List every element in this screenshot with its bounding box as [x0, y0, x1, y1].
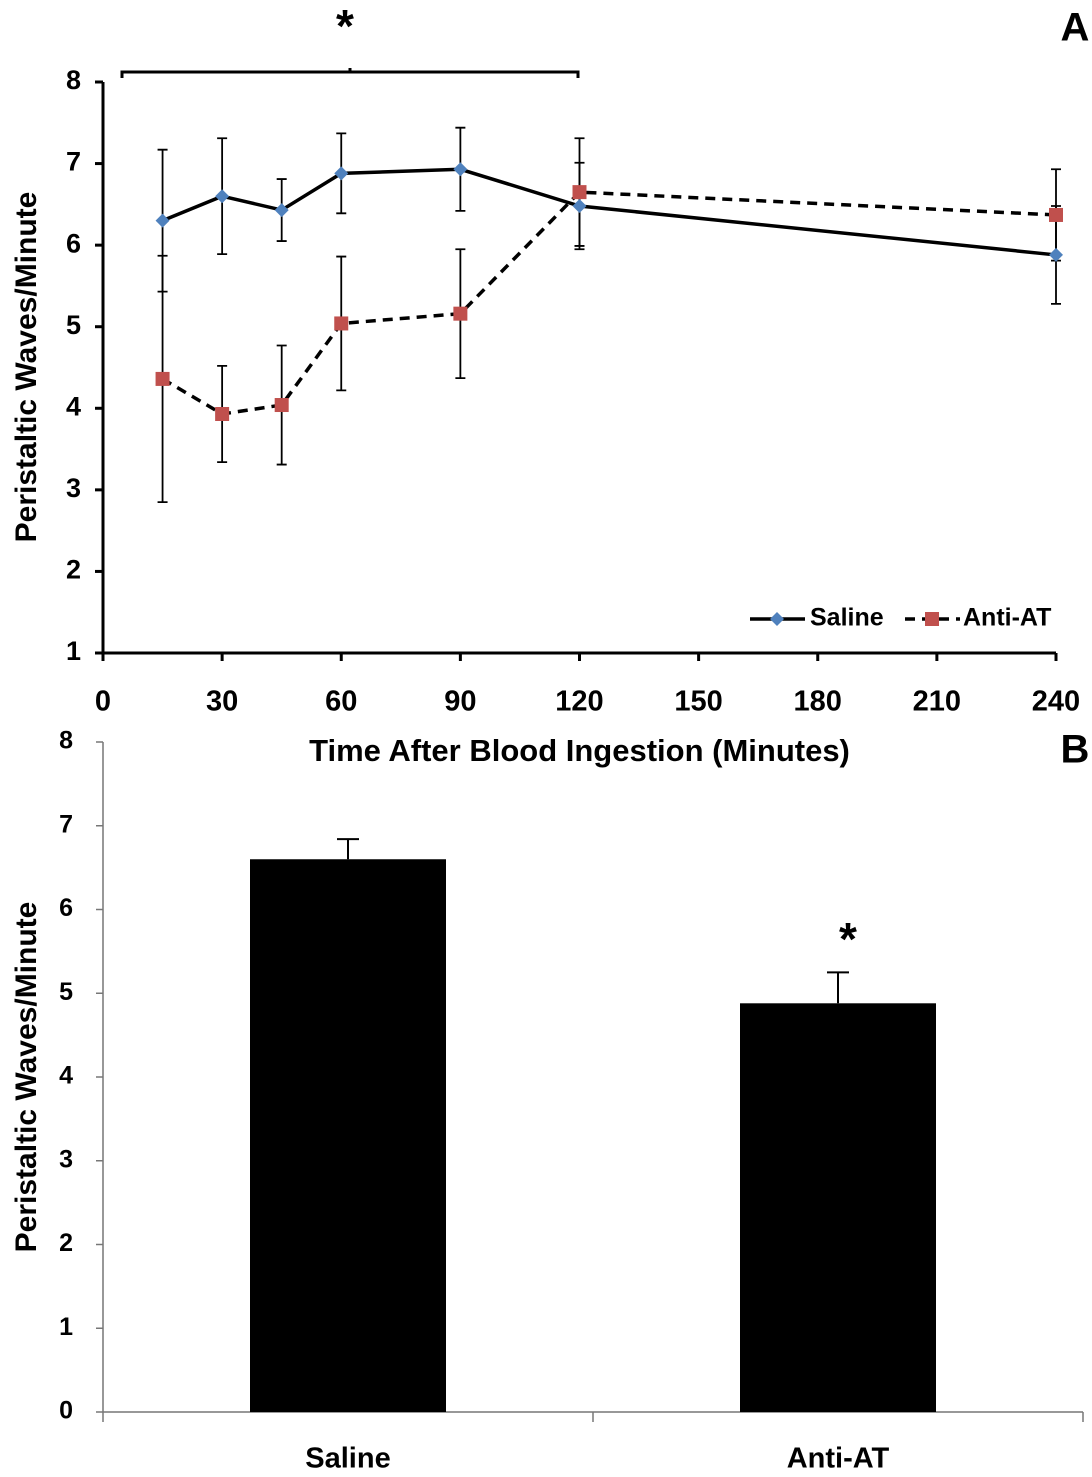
marker [274, 398, 289, 413]
marker [572, 185, 587, 200]
legend-label: Anti-AT [963, 604, 1051, 632]
marker [274, 203, 289, 218]
y-tick-label: 2 [59, 1229, 73, 1257]
bar [250, 859, 446, 1412]
y-tick-label: 6 [59, 894, 73, 922]
marker [334, 316, 349, 331]
y-tick-label: 7 [59, 810, 73, 838]
y-tick-label: 2 [66, 555, 81, 585]
error-bar [337, 838, 359, 860]
x-tick-label: 150 [674, 686, 722, 718]
marker [155, 371, 170, 386]
y-tick-label: 3 [66, 473, 81, 503]
marker [334, 166, 349, 181]
x-axis-title: Time After Blood Ingestion (Minutes) [309, 733, 850, 768]
series-line [161, 190, 1057, 416]
y-axis-title: Peristaltic Waves/Minute [10, 192, 43, 543]
y-tick-label: 5 [66, 310, 81, 340]
x-tick-label: 60 [325, 686, 357, 718]
annotation: * [839, 913, 857, 965]
y-tick-label: 5 [59, 978, 73, 1006]
marker [215, 189, 230, 204]
y-tick-label: 7 [66, 147, 81, 177]
marker [453, 306, 468, 321]
y-tick-label: 1 [66, 636, 81, 666]
panel-label: A [1061, 6, 1090, 50]
marker [1049, 247, 1063, 262]
marker [453, 162, 468, 177]
y-tick-label: 6 [66, 228, 81, 258]
x-tick-label: 210 [913, 686, 961, 718]
y-tick-label: 8 [59, 727, 73, 755]
x-tick-label: 0 [95, 686, 111, 718]
x-tick-label: 90 [444, 686, 476, 718]
bar [740, 1003, 936, 1412]
y-tick-label: 4 [59, 1062, 73, 1090]
x-tick-label: Saline [305, 1443, 390, 1475]
y-tick-label: 1 [59, 1313, 73, 1341]
error-bar [827, 971, 849, 1004]
legend-label: Saline [810, 604, 884, 632]
y-axis-title: Peristaltic Waves/Minute [10, 902, 43, 1253]
series-line [161, 167, 1057, 257]
y-tick-label: 3 [59, 1145, 73, 1173]
x-tick-label: 180 [794, 686, 842, 718]
x-tick-label: 240 [1032, 686, 1080, 718]
bracket [120, 68, 580, 78]
legend-marker [770, 612, 784, 626]
marker [155, 213, 170, 228]
x-tick-label: Anti-AT [787, 1443, 890, 1475]
marker [1049, 207, 1063, 222]
x-tick-label: 30 [206, 686, 238, 718]
legend-marker [925, 612, 939, 626]
x-tick-label: 120 [555, 686, 603, 718]
annotation: * [336, 0, 354, 52]
y-tick-label: 8 [66, 65, 81, 95]
panel-label: B [1061, 728, 1090, 772]
y-tick-label: 0 [59, 1397, 73, 1425]
y-tick-label: 4 [66, 391, 81, 421]
marker [572, 198, 587, 213]
marker [215, 406, 230, 421]
